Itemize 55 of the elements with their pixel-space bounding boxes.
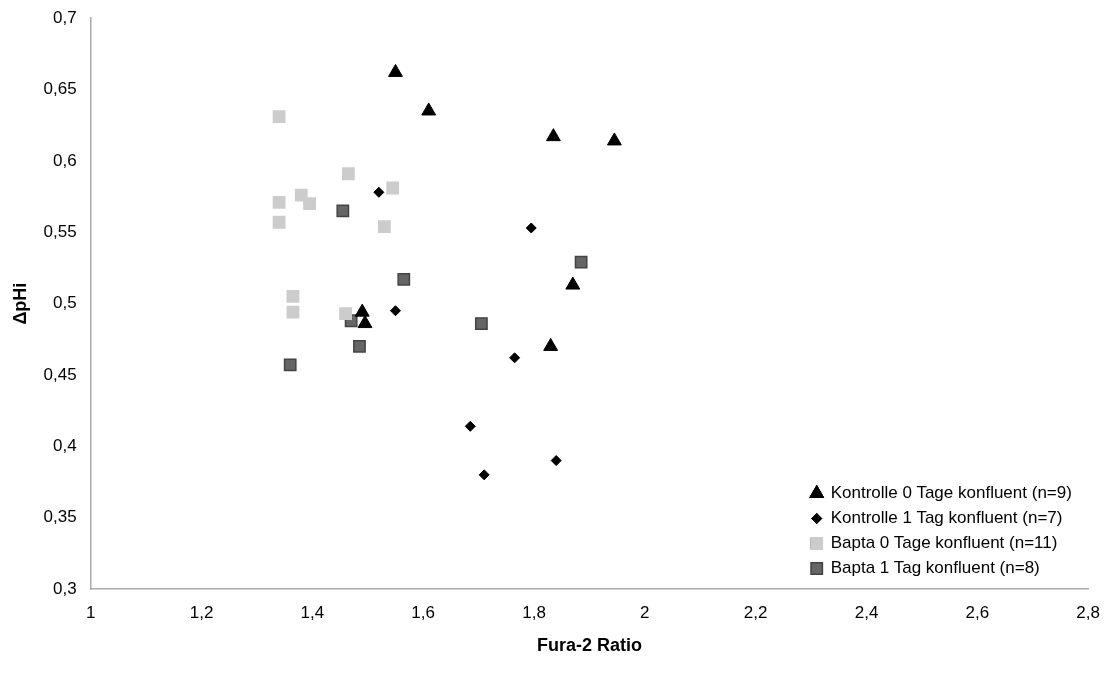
x-tick-label: 2 xyxy=(640,602,650,622)
point xyxy=(283,358,297,372)
x-tick-label: 1 xyxy=(85,602,96,622)
y-tick-label: 0,35 xyxy=(43,507,77,527)
x-tick-label: 2,6 xyxy=(965,602,990,622)
point xyxy=(272,195,286,209)
point xyxy=(525,222,537,234)
y-tick-label: 0,45 xyxy=(43,364,77,384)
point xyxy=(373,186,385,198)
point xyxy=(272,215,286,229)
point xyxy=(353,340,366,353)
legend-label: Bapta 0 Tage konfluent (n=11) xyxy=(830,533,1058,553)
x-tick-label: 2,2 xyxy=(743,602,768,622)
point xyxy=(341,167,355,181)
point xyxy=(389,305,401,317)
legend-label: Kontrolle 0 Tage konfluent (n=9) xyxy=(830,483,1072,503)
point xyxy=(303,197,316,211)
point xyxy=(574,255,588,269)
y-tick-label: 0,55 xyxy=(43,221,77,241)
y-tick-label: 0,5 xyxy=(53,293,77,313)
point xyxy=(272,110,286,124)
x-tick-label: 1,4 xyxy=(300,602,325,622)
legend-label: Kontrolle 1 Tag konfluent (n=7) xyxy=(830,508,1063,528)
point xyxy=(565,276,581,290)
point xyxy=(336,204,350,218)
point xyxy=(339,307,353,320)
point xyxy=(357,315,373,329)
point xyxy=(550,455,562,467)
point xyxy=(377,220,391,233)
point xyxy=(286,305,300,319)
point xyxy=(474,317,488,330)
y-tick-label: 0,7 xyxy=(53,7,77,27)
x-tick-label: 1,2 xyxy=(189,602,214,622)
x-axis-title: Fura-2 Ratio xyxy=(536,635,642,656)
y-tick-label: 0,3 xyxy=(53,578,77,598)
point xyxy=(478,469,490,481)
point xyxy=(509,352,521,364)
x-tick-label: 1,6 xyxy=(411,602,436,622)
point xyxy=(606,132,622,146)
legend-label: Bapta 1 Tag konfluent (n=8) xyxy=(830,558,1040,578)
point xyxy=(386,181,400,195)
y-axis-title: ΔpHi xyxy=(9,282,30,325)
y-tick-label: 0,6 xyxy=(53,150,77,170)
point xyxy=(388,63,403,77)
point xyxy=(464,420,476,432)
x-tick-label: 2,8 xyxy=(1076,602,1100,622)
x-tick-label: 1,8 xyxy=(522,602,546,622)
point xyxy=(545,128,561,142)
x-tick-label: 2,4 xyxy=(854,602,879,622)
point xyxy=(397,272,411,286)
y-tick-label: 0,4 xyxy=(53,435,77,455)
point xyxy=(354,303,370,317)
point xyxy=(286,290,300,303)
point xyxy=(421,102,437,116)
y-tick-label: 0,65 xyxy=(43,79,77,99)
